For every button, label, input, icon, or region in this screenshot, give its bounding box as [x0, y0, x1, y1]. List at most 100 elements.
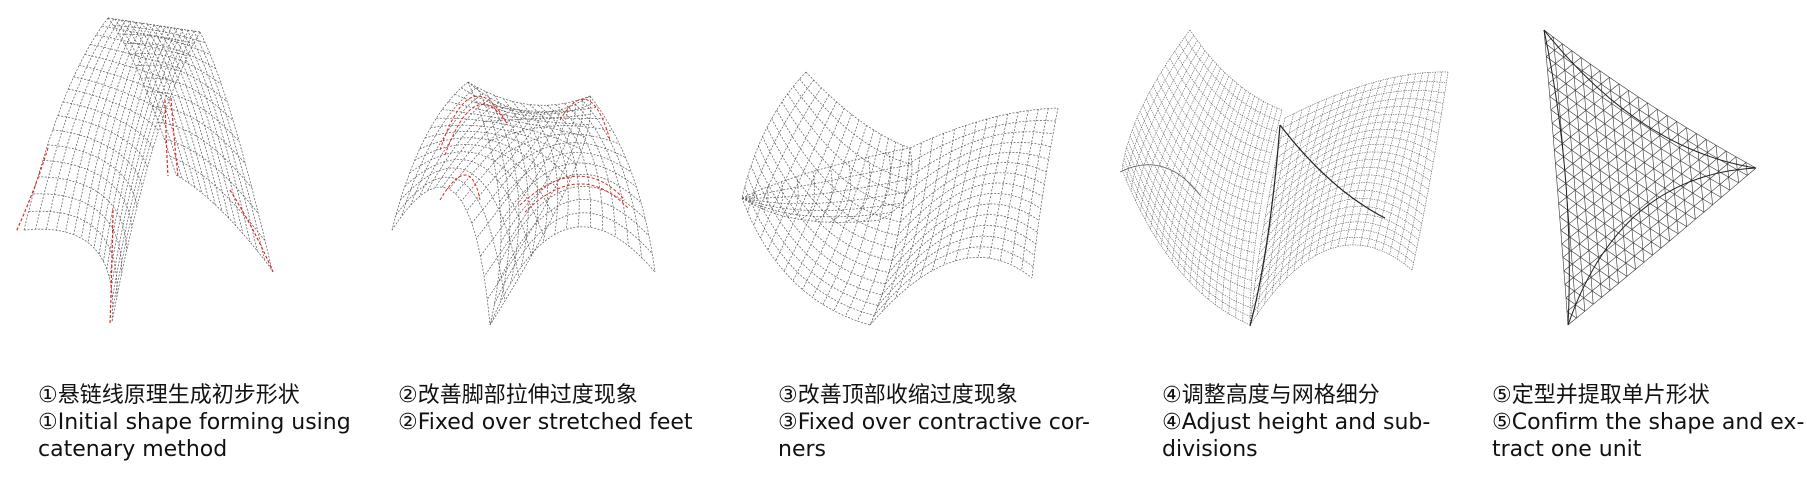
mesh-5-grid-line [1618, 83, 1636, 270]
mesh-4-right-v-line [1259, 182, 1426, 254]
step-4-caption-en-line-1: ④Adjust height and sub- [1162, 410, 1431, 435]
mesh-3-left-v-line [744, 186, 875, 316]
mesh-4-left-u-line [1145, 55, 1210, 221]
step-2-caption-zh: ②改善脚部拉伸过度现象 [398, 383, 638, 408]
mesh-4-left-u-line [1130, 40, 1198, 192]
mesh-3-right-v-line [900, 162, 1047, 223]
mesh-4-right-u-line [1367, 74, 1410, 247]
mesh-1-front-v-line [90, 43, 182, 70]
mesh-3-left-v-line [799, 78, 909, 165]
mesh-3-left-u-line [767, 101, 837, 251]
mesh-2-front-v-line [436, 117, 582, 151]
mesh-4-right-u-line [1308, 89, 1351, 260]
mesh-4-right-v-line [1272, 121, 1439, 179]
step-1-caption-en-line-1: ①Initial shape forming using [38, 410, 351, 435]
mesh-3-left-u-line [833, 138, 889, 311]
mesh-1-back-v-line [124, 42, 216, 69]
mesh-2-back-u-line [476, 86, 511, 303]
mesh-2-back-v-line [489, 226, 656, 326]
mesh-1-front-v-line [62, 101, 154, 149]
mesh-1-front-u-line [73, 22, 138, 235]
mesh-5-grid-line [1553, 83, 1620, 137]
mesh-4-right-u-line [1337, 80, 1381, 247]
mesh-2-front-u-line [442, 108, 515, 188]
mesh-1-front-v-line [47, 144, 138, 207]
step-2-caption: ②改善脚部拉伸过度现象 ②Fixed over stretched feet [398, 382, 693, 436]
mesh-3-right-v-line [869, 257, 1033, 326]
mesh-5-grid-line [1657, 109, 1670, 242]
mesh-5-grid-line [1563, 145, 1717, 272]
mesh-2-red-arch [439, 95, 506, 151]
mesh-1-front-u-line [112, 30, 195, 310]
mesh-3-wing-v-line [741, 164, 912, 199]
mesh-3-right-u-line [882, 142, 922, 311]
mesh-step-2-fixed-feet [391, 81, 656, 326]
mesh-1-back-u-line [173, 27, 244, 234]
mesh-step-5-single-unit [1543, 29, 1757, 326]
mesh-4-left-u-line [1177, 79, 1234, 269]
mesh-3-right-u-line [955, 118, 988, 261]
mesh-1-front-u-line [46, 19, 120, 230]
mesh-5-edge [1543, 29, 1570, 326]
step-4-caption: ④调整高度与网格细分 ④Adjust height and sub- divis… [1162, 382, 1430, 463]
mesh-3-right-u-line [907, 133, 945, 288]
mesh-4-right-u-line [1257, 113, 1294, 315]
mesh-4-right-v-line [1276, 106, 1442, 159]
mesh-3-right-u-line [1031, 107, 1059, 279]
mesh-3-right-u-line [966, 116, 998, 259]
mesh-1-back-v-line [146, 91, 240, 142]
mesh-4-left-v-line [1139, 111, 1257, 234]
mesh-1-front-v-line [33, 193, 123, 274]
mesh-4-left-u-line [1215, 98, 1260, 305]
mesh-2-front-v-line [454, 93, 591, 118]
mesh-4-right-v-line [1253, 213, 1419, 291]
mesh-1-front-u-line [103, 26, 166, 262]
mesh-2-red-arch [444, 103, 509, 156]
mesh-1-front-u-line [65, 21, 132, 233]
mesh-1-back-v-line [129, 53, 222, 85]
mesh-2-back-u-line [537, 104, 580, 227]
mesh-2-back-u-line [494, 95, 529, 268]
mesh-3-wing-v-line [741, 147, 911, 199]
mesh-1-front-v-line [57, 115, 148, 168]
mesh-3-wing-u-line [862, 152, 891, 222]
mesh-2-front-u-line [489, 95, 592, 326]
mesh-3-right-v-line [877, 235, 1035, 306]
mesh-4-left-u-line [1208, 96, 1255, 300]
mesh-4-right-v-line [1257, 190, 1424, 263]
mesh-4-left-u-line [1126, 35, 1194, 181]
mesh-3-wing-u-line [786, 176, 799, 218]
mesh-5-grid-line [1545, 43, 1748, 176]
mesh-5-grid-line [1558, 203, 1645, 263]
mesh-2-front-u-line [434, 105, 507, 188]
mesh-5-grid-line [1563, 270, 1602, 298]
mesh-1-back-v-line [118, 33, 211, 56]
mesh-4-left-v-line [1124, 153, 1251, 299]
mesh-1-back-v-line [113, 25, 206, 43]
mesh-1-back-v-line [152, 106, 246, 164]
mesh-3-left-v-line [805, 71, 911, 149]
step-3-caption: ③改善顶部收缩过度现象 ③Fixed over contractive cor-… [778, 382, 1090, 463]
mesh-4-left-v-line [1179, 44, 1277, 132]
mesh-4-left-v-line [1152, 85, 1264, 195]
mesh-5-grid-line [1559, 121, 1677, 218]
mesh-5-grid-line [1556, 176, 1662, 249]
mesh-4-ridge [1279, 124, 1386, 219]
mesh-3-right-v-line [897, 172, 1045, 236]
mesh-3-left-v-line [793, 86, 907, 180]
mesh-5-grid-line [1549, 96, 1713, 206]
mesh-3-left-v-line [750, 165, 882, 296]
mesh-2-back-u-line [511, 100, 548, 243]
mesh-4-right-v-line [1274, 114, 1440, 169]
mesh-2-front-u-line [466, 112, 546, 212]
mesh-4-ridge [1249, 124, 1281, 327]
mesh-2-back-u-line [581, 98, 642, 258]
mesh-4-left-v-line [1169, 58, 1272, 154]
mesh-4-left-v-line [1149, 91, 1262, 205]
mesh-2-front-u-line [461, 112, 538, 202]
mesh-5-grid-line [1555, 163, 1670, 242]
mesh-1-back-u-line [186, 29, 258, 251]
mesh-5-grid-line [1557, 189, 1653, 256]
mesh-1-front-u-line [110, 29, 184, 288]
mesh-4-left-v-line [1142, 104, 1259, 225]
